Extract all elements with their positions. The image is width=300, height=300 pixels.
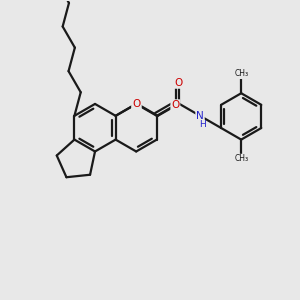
Text: O: O: [171, 100, 179, 110]
Text: O: O: [132, 99, 140, 109]
Text: CH₃: CH₃: [234, 154, 248, 164]
Text: O: O: [175, 78, 183, 88]
Text: H: H: [199, 120, 206, 129]
Text: N: N: [196, 111, 204, 121]
Text: CH₃: CH₃: [234, 69, 248, 78]
Text: O: O: [133, 99, 141, 109]
